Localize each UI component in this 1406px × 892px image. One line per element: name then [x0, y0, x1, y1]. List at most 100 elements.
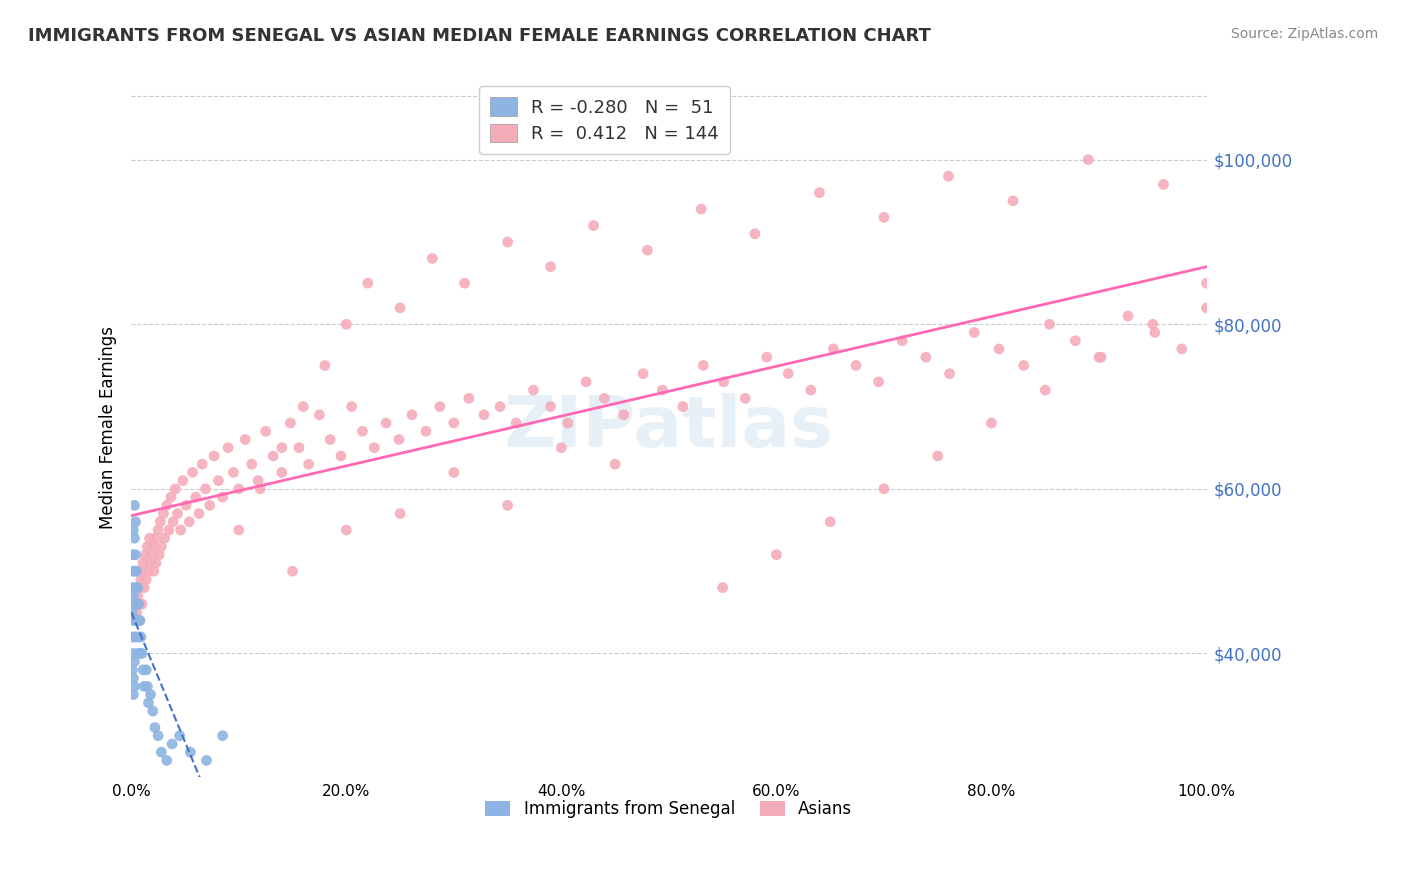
Point: [496, 235, 519, 249]
Point: [582, 219, 605, 233]
Point: [319, 433, 342, 447]
Point: [262, 449, 284, 463]
Point: [125, 597, 148, 611]
Point: [143, 721, 166, 735]
Point: [150, 745, 173, 759]
Point: [138, 531, 160, 545]
Point: [131, 564, 153, 578]
Point: [472, 408, 495, 422]
Point: [292, 400, 315, 414]
Point: [191, 457, 214, 471]
Point: [389, 301, 412, 315]
Point: [963, 326, 986, 340]
Point: [443, 466, 465, 480]
Point: [150, 540, 173, 554]
Point: [195, 753, 218, 767]
Point: [217, 441, 239, 455]
Point: [125, 564, 148, 578]
Point: [335, 523, 357, 537]
Point: [1142, 318, 1164, 332]
Legend: Immigrants from Senegal, Asians: Immigrants from Senegal, Asians: [478, 793, 859, 824]
Point: [575, 375, 598, 389]
Point: [124, 564, 146, 578]
Point: [388, 433, 411, 447]
Point: [198, 499, 221, 513]
Point: [143, 531, 166, 545]
Point: [142, 704, 165, 718]
Point: [148, 548, 170, 562]
Point: [124, 531, 146, 545]
Point: [540, 400, 562, 414]
Point: [672, 400, 695, 414]
Point: [298, 457, 321, 471]
Point: [938, 169, 960, 184]
Point: [149, 515, 172, 529]
Point: [139, 556, 162, 570]
Point: [980, 416, 1002, 430]
Point: [443, 416, 465, 430]
Point: [174, 499, 197, 513]
Point: [122, 564, 145, 578]
Point: [401, 408, 423, 422]
Point: [389, 507, 412, 521]
Point: [550, 441, 572, 455]
Point: [127, 589, 149, 603]
Point: [845, 359, 868, 373]
Point: [540, 260, 562, 274]
Point: [194, 482, 217, 496]
Point: [146, 523, 169, 537]
Point: [1012, 359, 1035, 373]
Point: [240, 457, 263, 471]
Point: [124, 548, 146, 562]
Point: [211, 729, 233, 743]
Point: [891, 334, 914, 348]
Point: [122, 671, 145, 685]
Point: [505, 416, 527, 430]
Point: [744, 227, 766, 241]
Point: [124, 614, 146, 628]
Point: [329, 449, 352, 463]
Point: [128, 647, 150, 661]
Point: [249, 482, 271, 496]
Point: [457, 392, 479, 406]
Point: [138, 564, 160, 578]
Point: [128, 581, 150, 595]
Point: [124, 581, 146, 595]
Point: [636, 244, 658, 258]
Point: [352, 424, 374, 438]
Point: [121, 663, 143, 677]
Point: [222, 466, 245, 480]
Point: [690, 202, 713, 216]
Point: [868, 375, 890, 389]
Point: [124, 655, 146, 669]
Point: [139, 688, 162, 702]
Point: [335, 318, 357, 332]
Point: [228, 482, 250, 496]
Point: [156, 753, 179, 767]
Point: [184, 490, 207, 504]
Point: [1171, 342, 1194, 356]
Point: [254, 424, 277, 438]
Point: [170, 523, 193, 537]
Point: [121, 548, 143, 562]
Point: [146, 729, 169, 743]
Point: [128, 614, 150, 628]
Point: [132, 663, 155, 677]
Point: [124, 515, 146, 529]
Point: [121, 605, 143, 619]
Point: [1077, 153, 1099, 167]
Point: [1038, 318, 1060, 332]
Point: [755, 350, 778, 364]
Text: IMMIGRANTS FROM SENEGAL VS ASIAN MEDIAN FEMALE EARNINGS CORRELATION CHART: IMMIGRANTS FROM SENEGAL VS ASIAN MEDIAN …: [28, 27, 931, 45]
Point: [160, 737, 183, 751]
Point: [734, 392, 756, 406]
Point: [363, 441, 385, 455]
Point: [711, 581, 734, 595]
Point: [169, 729, 191, 743]
Point: [122, 614, 145, 628]
Point: [128, 597, 150, 611]
Point: [135, 663, 157, 677]
Point: [141, 548, 163, 562]
Text: Source: ZipAtlas.com: Source: ZipAtlas.com: [1230, 27, 1378, 41]
Point: [420, 252, 443, 266]
